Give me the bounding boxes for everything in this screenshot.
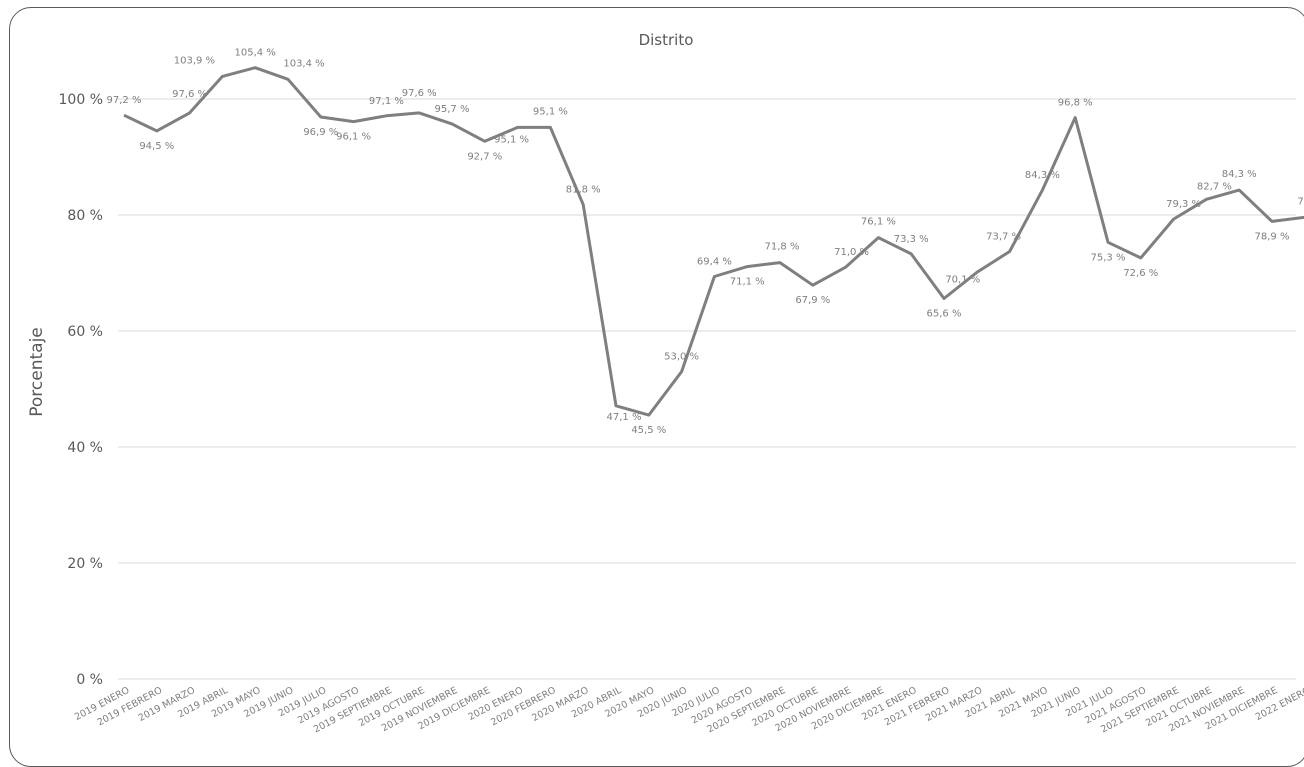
- data-label: 73,7 %: [986, 232, 1021, 243]
- data-label: 105,4 %: [235, 48, 276, 59]
- y-tick-80: 80 %: [67, 208, 103, 224]
- chart-frame: [9, 7, 1304, 767]
- y-tick-60: 60 %: [67, 324, 103, 340]
- data-label: 97,2 %: [107, 95, 142, 106]
- data-label: 96,1 %: [336, 132, 371, 143]
- data-label: 81,8 %: [566, 185, 601, 196]
- data-label: 45,5 %: [631, 425, 666, 436]
- y-tick-100: 100 %: [59, 92, 103, 108]
- data-label: 95,1 %: [533, 106, 568, 117]
- data-label: 47,1 %: [607, 412, 642, 423]
- data-label: 95,1 %: [494, 134, 529, 145]
- data-label: 78,9 %: [1255, 231, 1290, 242]
- data-label: 67,9 %: [795, 295, 830, 306]
- data-label: 65,6 %: [927, 309, 962, 320]
- data-label: 96,9 %: [303, 127, 338, 138]
- series-line: [123, 66, 1304, 417]
- data-label: 84,3 %: [1222, 169, 1257, 180]
- data-label: 53,0 %: [664, 352, 699, 363]
- data-label: 97,1 %: [369, 96, 404, 107]
- y-tick-0: 0 %: [76, 672, 103, 688]
- data-label: 103,4 %: [283, 58, 324, 69]
- data-label: 79,6 %: [1297, 196, 1304, 207]
- data-label: 103,9 %: [174, 55, 215, 66]
- y-tick-20: 20 %: [67, 556, 103, 572]
- data-label: 97,6 %: [402, 88, 437, 99]
- data-label: 94,5 %: [139, 141, 174, 152]
- data-label: 70,1 %: [945, 274, 980, 285]
- data-label: 79,3 %: [1166, 199, 1201, 210]
- data-label: 92,7 %: [467, 151, 502, 162]
- data-label: 73,3 %: [894, 234, 929, 245]
- data-label: 97,6 %: [172, 89, 207, 100]
- data-label: 82,7 %: [1197, 181, 1232, 192]
- data-label: 69,4 %: [697, 256, 732, 267]
- data-label: 95,7 %: [435, 104, 470, 115]
- data-label: 96,8 %: [1058, 98, 1093, 109]
- data-labels: 97,2 % 94,5 % 97,6 % 103,9 % 105,4 % 103,4 % 9…: [107, 48, 1304, 436]
- y-tick-labels: 0 % 20 % 40 % 60 % 80 % 100 %: [59, 92, 103, 688]
- data-label: 84,3 %: [1025, 170, 1060, 181]
- data-label: 71,1 %: [730, 277, 765, 288]
- gridlines: [118, 98, 1296, 680]
- data-label: 71,8 %: [765, 242, 800, 253]
- chart-title: Distrito: [639, 31, 694, 49]
- data-label: 76,1 %: [861, 217, 896, 228]
- y-axis-label: Porcentaje: [27, 327, 47, 417]
- data-label: 75,3 %: [1091, 252, 1126, 263]
- data-label: 71,0 %: [834, 247, 869, 258]
- y-tick-40: 40 %: [67, 440, 103, 456]
- data-label: 72,6 %: [1123, 268, 1158, 279]
